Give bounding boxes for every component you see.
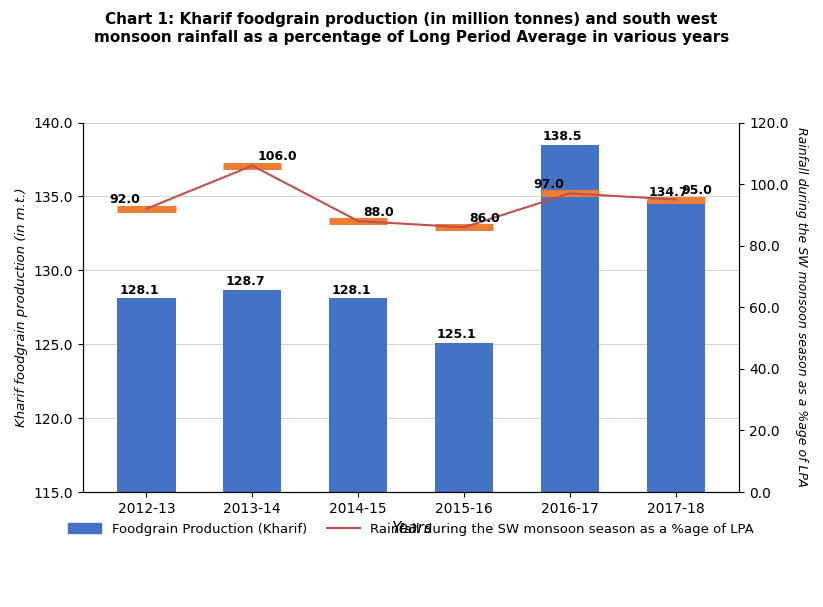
Y-axis label: Rainfall during the SW monsoon season as a %age of LPA: Rainfall during the SW monsoon season as… <box>795 127 808 487</box>
Bar <box>435 343 493 492</box>
Text: 88.0: 88.0 <box>364 206 394 219</box>
Legend: Foodgrain Production (Kharif), Rainfall during the SW monsoon season as a %age o: Foodgrain Production (Kharif), Rainfall … <box>63 517 760 541</box>
Y-axis label: Kharif foodgrain production (in m.t.): Kharif foodgrain production (in m.t.) <box>15 188 28 427</box>
Text: Chart 1: Kharif foodgrain production (in million tonnes) and south west
monsoon : Chart 1: Kharif foodgrain production (in… <box>94 12 729 44</box>
Bar <box>329 299 388 492</box>
Text: 125.1: 125.1 <box>437 328 477 341</box>
Text: 95.0: 95.0 <box>681 184 712 197</box>
Text: 128.1: 128.1 <box>119 284 159 297</box>
Text: 86.0: 86.0 <box>469 212 500 225</box>
Text: 128.1: 128.1 <box>331 284 371 297</box>
Text: 134.7: 134.7 <box>649 186 688 199</box>
Text: 97.0: 97.0 <box>532 178 564 191</box>
Text: 92.0: 92.0 <box>109 193 140 206</box>
Bar <box>647 201 705 492</box>
Bar <box>541 144 599 492</box>
Bar <box>223 290 281 492</box>
Text: 106.0: 106.0 <box>258 150 297 163</box>
Text: 128.7: 128.7 <box>226 275 265 288</box>
Text: 138.5: 138.5 <box>543 131 583 143</box>
X-axis label: Years: Years <box>391 521 431 537</box>
Bar <box>118 299 175 492</box>
